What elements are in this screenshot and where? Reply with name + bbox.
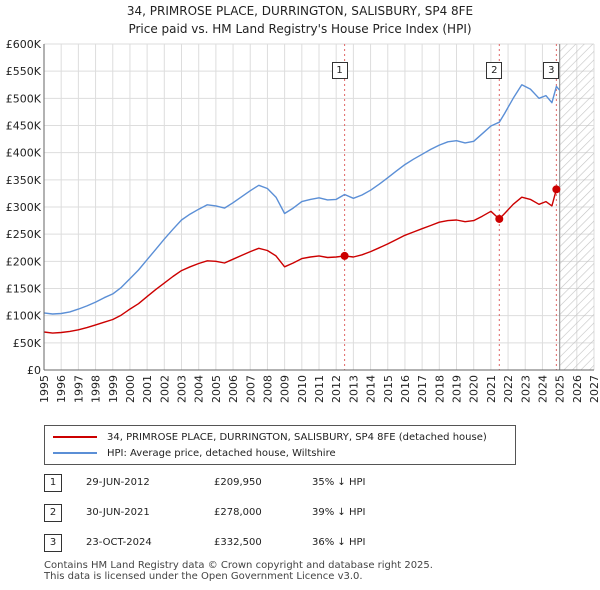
- y-tick-label: £250K: [6, 228, 42, 241]
- y-tick-label: £500K: [6, 92, 42, 105]
- y-tick-label: £350K: [6, 174, 42, 187]
- x-tick-label: 2017: [416, 375, 429, 403]
- legend-label-hpi: HPI: Average price, detached house, Wilt…: [107, 447, 336, 459]
- table-row: 3 23-OCT-2024 £332,500 36% ↓ HPI: [44, 534, 464, 554]
- sale-marker-label: 2: [486, 62, 503, 79]
- sale-number-badge: 1: [44, 474, 62, 492]
- sale-hpi-diff: 36% ↓ HPI: [312, 537, 366, 548]
- x-tick-label: 2005: [210, 375, 223, 403]
- table-row: 2 30-JUN-2021 £278,000 39% ↓ HPI: [44, 504, 464, 524]
- x-tick-label: 2027: [588, 375, 600, 403]
- x-tick-label: 2012: [330, 375, 343, 403]
- x-tick-label: 2025: [554, 375, 567, 403]
- x-tick-label: 2022: [502, 375, 515, 403]
- sale-date: 23-OCT-2024: [86, 537, 152, 548]
- y-tick-label: £300K: [6, 201, 42, 214]
- x-tick-label: 2009: [279, 375, 292, 403]
- x-tick-label: 1998: [90, 375, 103, 403]
- sale-date: 29-JUN-2012: [86, 477, 150, 488]
- sale-price: £278,000: [214, 507, 262, 518]
- x-tick-label: 1997: [72, 375, 85, 403]
- footer-line-2: This data is licensed under the Open Gov…: [44, 571, 363, 582]
- sale-point: [552, 185, 561, 194]
- x-tick-label: 2020: [468, 375, 481, 403]
- x-tick-label: 2023: [519, 375, 532, 403]
- legend-item-hpi: HPI: Average price, detached house, Wilt…: [53, 445, 336, 461]
- x-tick-label: 2002: [158, 375, 171, 403]
- y-tick-label: £0: [27, 364, 41, 377]
- sale-price: £209,950: [214, 477, 262, 488]
- x-tick-label: 2015: [382, 375, 395, 403]
- y-tick-label: £200K: [6, 255, 42, 268]
- x-tick-label: 2008: [261, 375, 274, 403]
- legend: 34, PRIMROSE PLACE, DURRINGTON, SALISBUR…: [44, 425, 516, 465]
- x-tick-label: 2016: [399, 375, 412, 403]
- sale-date: 30-JUN-2021: [86, 507, 150, 518]
- x-tick-label: 2001: [141, 375, 154, 403]
- y-tick-label: £450K: [6, 120, 42, 133]
- x-tick-label: 2013: [347, 375, 360, 403]
- legend-label-property: 34, PRIMROSE PLACE, DURRINGTON, SALISBUR…: [107, 431, 487, 443]
- x-tick-label: 2000: [124, 375, 137, 403]
- footer-line-1: Contains HM Land Registry data © Crown c…: [44, 560, 433, 571]
- gridlines: [43, 43, 595, 371]
- x-tick-label: 1999: [107, 375, 120, 403]
- x-tick-label: 1995: [38, 375, 51, 403]
- x-tick-label: 2010: [296, 375, 309, 403]
- sale-marker-label: 1: [331, 62, 348, 79]
- series-line-property: [43, 188, 561, 334]
- title-line-1: 34, PRIMROSE PLACE, DURRINGTON, SALISBUR…: [126, 4, 474, 18]
- y-tick-label: £600K: [6, 38, 42, 51]
- table-row: 1 29-JUN-2012 £209,950 35% ↓ HPI: [44, 474, 464, 494]
- legend-item-property: 34, PRIMROSE PLACE, DURRINGTON, SALISBUR…: [53, 429, 487, 445]
- x-tick-label: 2024: [536, 375, 549, 403]
- sale-price: £332,500: [214, 537, 262, 548]
- x-tick-label: 2018: [433, 375, 446, 403]
- sale-point: [495, 214, 504, 223]
- x-tick-label: 2014: [365, 375, 378, 403]
- x-tick-label: 2006: [227, 375, 240, 403]
- x-tick-label: 2011: [313, 375, 326, 403]
- sale-hpi-diff: 39% ↓ HPI: [312, 507, 366, 518]
- x-tick-label: 2026: [571, 375, 584, 403]
- footer-attribution: Contains HM Land Registry data © Crown c…: [44, 560, 433, 582]
- y-tick-label: £550K: [6, 65, 42, 78]
- y-tick-label: £150K: [6, 283, 42, 296]
- sale-number-badge: 2: [44, 504, 62, 522]
- x-tick-label: 2019: [451, 375, 464, 403]
- y-tick-label: £100K: [6, 310, 42, 323]
- sale-marker-label: 3: [543, 62, 560, 79]
- sale-hpi-diff: 35% ↓ HPI: [312, 477, 366, 488]
- x-tick-label: 2004: [193, 375, 206, 403]
- legend-swatch-hpi: [53, 452, 97, 454]
- sale-point: [340, 251, 349, 260]
- forecast-hatch-region: [559, 44, 594, 370]
- sale-number-badge: 3: [44, 534, 62, 552]
- title-line-2: Price paid vs. HM Land Registry's House …: [128, 22, 472, 36]
- x-tick-label: 2021: [485, 375, 498, 403]
- series-line-hpi: [43, 84, 561, 315]
- x-tick-label: 2007: [244, 375, 257, 403]
- y-tick-label: £400K: [6, 147, 42, 160]
- chart-title: 34, PRIMROSE PLACE, DURRINGTON, SALISBUR…: [0, 0, 600, 38]
- legend-swatch-property: [53, 436, 97, 438]
- chart-area: £0 £50K £100K £150K £200K £250K £300K £350K £400…: [6, 38, 600, 403]
- y-tick-label: £50K: [13, 337, 42, 350]
- x-tick-label: 1996: [55, 375, 68, 403]
- x-tick-label: 2003: [176, 375, 189, 403]
